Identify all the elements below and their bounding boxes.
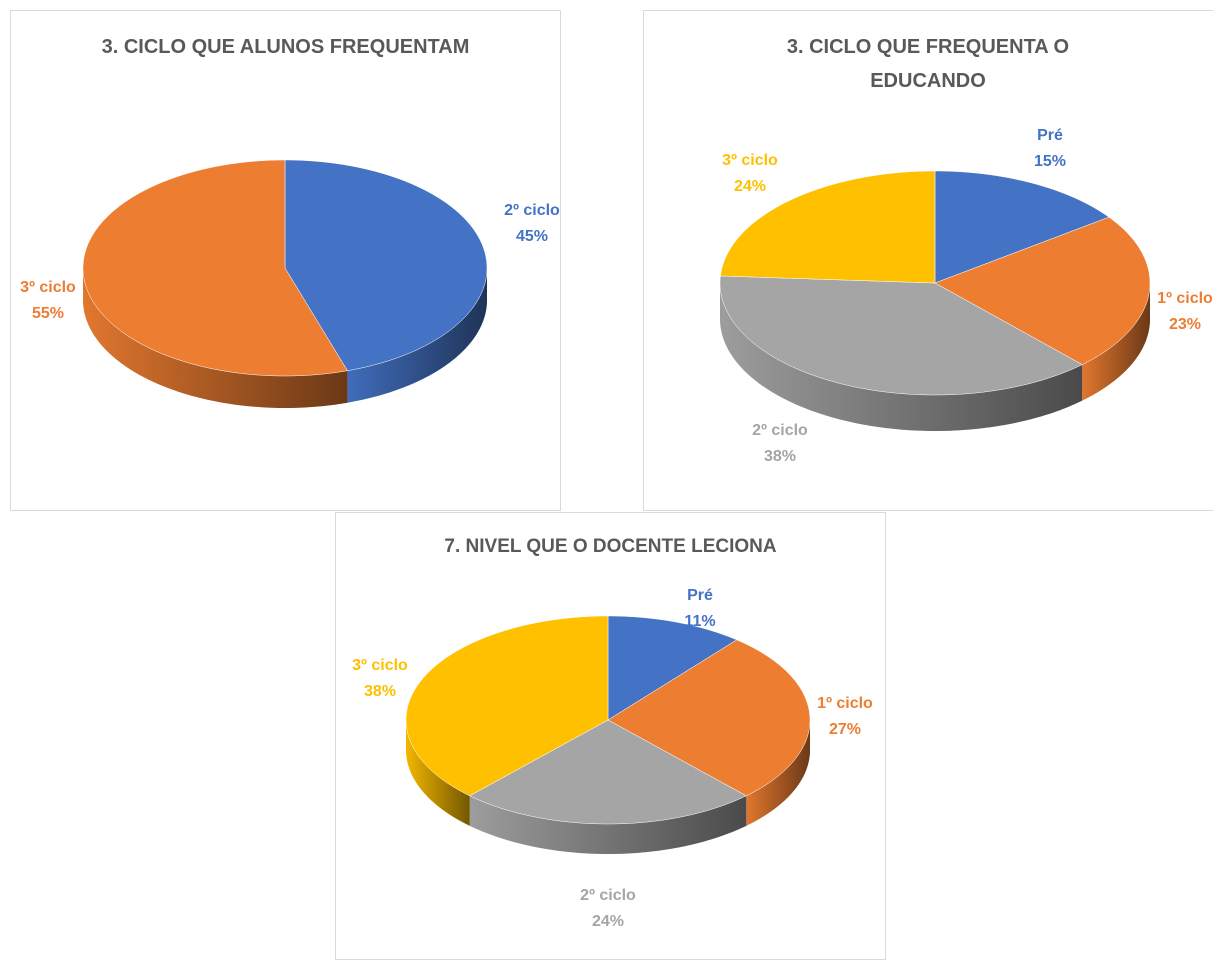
slice-side-shade	[347, 268, 487, 403]
data-label-name: 2º ciclo	[752, 422, 808, 439]
data-label-value: 38%	[364, 683, 396, 700]
data-label-name: Pré	[687, 587, 713, 604]
slice-side-shade	[1082, 283, 1150, 401]
data-label-value: 55%	[32, 305, 64, 322]
data-label-name: 3º ciclo	[722, 152, 778, 169]
slice	[607, 615, 738, 721]
data-label-value: 15%	[1034, 153, 1066, 170]
chart-title: 3. CICLO QUE ALUNOS FREQUENTAM	[101, 36, 470, 58]
slice-side-shade	[406, 720, 470, 826]
data-label-value: 24%	[734, 178, 766, 195]
slice	[284, 159, 488, 371]
slice	[934, 216, 1151, 365]
slice	[469, 719, 747, 825]
data-label-name: 3º ciclo	[352, 657, 408, 674]
data-label-name: 2º ciclo	[580, 887, 636, 904]
data-label-name: Pré	[1037, 127, 1063, 144]
data-label-value: 24%	[592, 913, 624, 930]
slice-side-shade	[720, 283, 1083, 431]
slice	[934, 170, 1110, 284]
data-label-name: 1º ciclo	[817, 695, 873, 712]
chart-title: 3. CICLO QUE FREQUENTA O EDUCANDO	[786, 36, 1070, 92]
slice	[607, 639, 811, 797]
slice	[720, 170, 936, 284]
slice-side-shade	[469, 795, 747, 854]
data-label-value: 27%	[829, 721, 861, 738]
data-label-value: 45%	[516, 228, 548, 245]
slice	[405, 615, 609, 797]
data-label-name: 2º ciclo	[504, 202, 560, 219]
slice-side-shade	[83, 268, 348, 408]
data-label-name: 1º ciclo	[1157, 290, 1213, 307]
data-label-value: 23%	[1169, 316, 1201, 333]
slice-side-shade	[746, 720, 810, 826]
data-label-value: 11%	[684, 613, 715, 630]
slice	[719, 275, 1083, 396]
data-label-name: 3º ciclo	[20, 279, 76, 296]
slice	[82, 159, 348, 377]
chart-title: 7. NIVEL QUE O DOCENTE LECIONA	[444, 536, 777, 557]
data-label-value: 38%	[764, 448, 796, 465]
